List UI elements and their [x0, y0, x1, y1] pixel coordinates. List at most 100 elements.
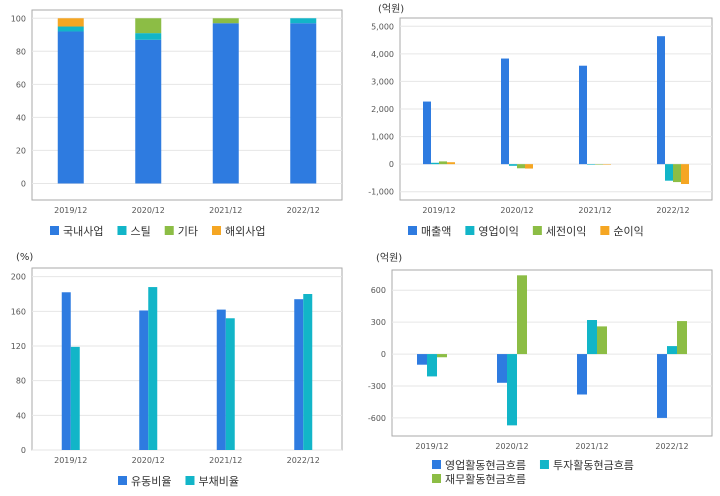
x-tick-label: 2019/12 — [422, 206, 455, 215]
x-tick-label: 2021/12 — [209, 456, 242, 465]
bar — [587, 320, 597, 355]
legend-swatch — [600, 226, 610, 235]
y-tick-label: 20 — [16, 146, 26, 155]
legend-label: 국내사업 — [63, 225, 103, 238]
x-tick-label: 2020/12 — [500, 206, 533, 215]
y-tick-label: 0 — [381, 350, 386, 359]
bar — [57, 31, 84, 184]
chart-income-statement: -1,000 0 1,000 2,000 3,000 4,000 5,000 (억원) 2019… — [368, 3, 713, 238]
chart-business-segments: 0 20 40 60 80 100 2019/12 2020/12 2021/12 2022/12… — [11, 9, 343, 238]
x-tick-label: 2019/12 — [415, 442, 448, 451]
bar — [657, 36, 665, 165]
y-tick-label: 200 — [11, 273, 26, 282]
plot-area — [31, 9, 343, 201]
legend-swatch — [164, 226, 174, 235]
legend-label: 유동비율 — [131, 475, 171, 488]
x-tick-label: 2020/12 — [495, 442, 528, 451]
bar — [439, 161, 447, 165]
bar — [577, 354, 587, 395]
y-tick-label: -600 — [368, 414, 386, 423]
bar — [517, 275, 527, 355]
y-tick-label: 1,000 — [371, 133, 394, 142]
y-tick-label: 300 — [371, 318, 386, 327]
bar — [665, 164, 673, 181]
bar — [135, 18, 162, 34]
bar — [423, 101, 431, 165]
legend-label: 투자활동현금흐름 — [553, 458, 634, 472]
bar — [509, 164, 517, 166]
legend-swatch — [50, 226, 59, 235]
bar — [603, 164, 611, 165]
unit-label: (억원) — [378, 3, 404, 15]
bar — [290, 18, 317, 24]
y-tick-label: 0 — [389, 160, 394, 169]
bar — [57, 18, 84, 27]
bar — [657, 354, 667, 418]
bar — [673, 164, 681, 183]
bar — [427, 354, 437, 377]
bar — [417, 354, 427, 365]
chart-financial-ratios: 0 40 80 120 160 200 (%) 2019/12 2020/12 2021/12 20… — [11, 252, 343, 488]
bar — [597, 326, 607, 355]
bar — [216, 309, 226, 450]
x-tick-label: 2022/12 — [655, 442, 688, 451]
x-tick-label: 2022/12 — [287, 456, 320, 465]
legend-swatch — [211, 226, 221, 235]
bar — [294, 299, 304, 450]
y-tick-label: 80 — [16, 377, 26, 386]
legend-swatch — [408, 226, 417, 235]
bar — [447, 162, 455, 165]
bar — [497, 354, 507, 383]
legend-label: 순이익 — [613, 225, 643, 238]
bar — [139, 310, 149, 450]
x-tick-label: 2020/12 — [132, 206, 165, 215]
x-tick-label: 2021/12 — [578, 206, 611, 215]
bar — [135, 39, 162, 184]
legend-label: 해외사업 — [225, 224, 265, 238]
x-tick-label: 2019/12 — [54, 206, 87, 215]
y-tick-label: 120 — [11, 342, 26, 351]
legend-swatch — [532, 226, 542, 235]
bar — [135, 33, 162, 40]
legend-swatch — [465, 226, 475, 235]
bar — [61, 292, 71, 450]
bar — [677, 321, 687, 355]
legend-label: 영업이익 — [478, 225, 518, 238]
bar — [681, 164, 689, 185]
y-tick-label: 160 — [11, 307, 26, 316]
bar — [431, 162, 439, 165]
legend-label: 매출액 — [421, 225, 451, 238]
legend-swatch — [117, 226, 127, 235]
legend-label: 부채비율 — [198, 475, 238, 488]
bar — [148, 287, 158, 450]
legend-swatch — [118, 476, 127, 485]
legend-label: 재무활동현금흐름 — [445, 472, 526, 486]
x-tick-label: 2022/12 — [656, 206, 689, 215]
y-tick-label: -300 — [368, 382, 386, 391]
unit-label: (%) — [16, 252, 33, 263]
bar — [525, 164, 533, 169]
legend-label: 기타 — [178, 225, 198, 238]
x-tick-label: 2022/12 — [287, 206, 320, 215]
y-tick-label: 60 — [16, 80, 26, 89]
y-tick-label: 4,000 — [371, 50, 394, 59]
legend-swatch — [432, 460, 441, 469]
bar — [212, 18, 239, 24]
unit-label: (억원) — [376, 252, 402, 264]
y-tick-label: 80 — [16, 47, 26, 56]
legend-swatch — [539, 460, 549, 469]
bar — [579, 65, 587, 165]
y-tick-label: 40 — [16, 411, 26, 420]
bar — [517, 164, 525, 169]
y-tick-label: 2,000 — [371, 105, 394, 114]
x-tick-label: 2021/12 — [209, 206, 242, 215]
bar — [595, 164, 603, 165]
legend-label: 영업활동현금흐름 — [445, 458, 526, 472]
y-tick-label: 0 — [21, 446, 26, 455]
legend-swatch — [432, 474, 441, 483]
plot-area — [391, 269, 713, 437]
y-tick-label: -1,000 — [368, 188, 394, 197]
y-tick-label: 0 — [21, 179, 26, 188]
bar — [667, 346, 677, 355]
